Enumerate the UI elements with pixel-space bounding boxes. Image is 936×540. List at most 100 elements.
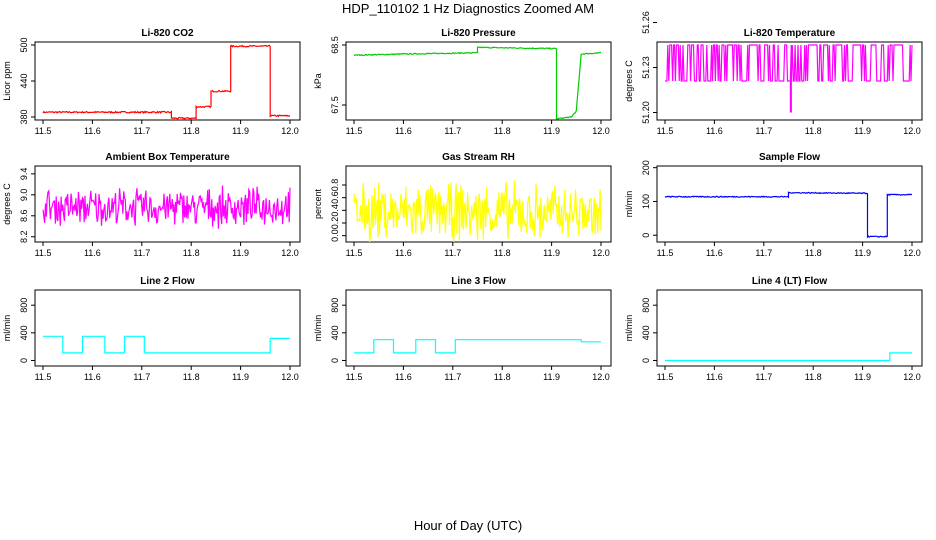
- x-tick-label: 11.8: [494, 248, 511, 258]
- x-tick-label: 11.6: [706, 248, 723, 258]
- panel-title: Line 2 Flow: [140, 276, 195, 287]
- y-tick-label: 0: [641, 358, 651, 363]
- panel-title: Li-820 CO2: [141, 28, 194, 39]
- y-tick-label: 0.2: [330, 217, 340, 230]
- y-axis-label: degrees C: [624, 60, 634, 102]
- panel-title: Ambient Box Temperature: [105, 152, 230, 163]
- y-tick-label: 800: [641, 298, 651, 313]
- y-tick-label: 9.0: [19, 189, 29, 202]
- x-tick-label: 12.0: [903, 372, 921, 382]
- y-tick-label: 51.20: [641, 101, 651, 124]
- x-tick-label: 11.5: [657, 126, 674, 136]
- x-tick-label: 11.9: [854, 126, 871, 136]
- plot-frame: [345, 41, 612, 121]
- x-tick-label: 11.6: [84, 372, 101, 382]
- x-tick-label: 11.8: [805, 126, 822, 136]
- x-tick-label: 11.7: [755, 126, 772, 136]
- y-tick-label: 68.5: [330, 36, 340, 54]
- x-tick-label: 11.6: [84, 126, 101, 136]
- x-tick-label: 11.8: [805, 248, 822, 258]
- x-tick-label: 11.6: [84, 248, 101, 258]
- plot-frame: [34, 289, 301, 367]
- plot-frame: [656, 289, 923, 367]
- panel-title: Li-820 Pressure: [441, 28, 516, 39]
- y-axis-label: kPa: [313, 73, 323, 89]
- y-tick-label: 400: [19, 325, 29, 340]
- y-tick-label: 0: [330, 358, 340, 363]
- series-line: [43, 335, 290, 354]
- x-tick-label: 11.8: [183, 248, 200, 258]
- y-tick-label: 400: [330, 325, 340, 340]
- x-tick-label: 11.5: [35, 372, 52, 382]
- x-tick-label: 11.5: [346, 248, 363, 258]
- x-tick-label: 11.9: [543, 126, 560, 136]
- x-tick-label: 11.9: [854, 372, 871, 382]
- x-tick-label: 12.0: [281, 248, 299, 258]
- x-tick-label: 11.8: [183, 372, 200, 382]
- plot-frame: [345, 165, 612, 243]
- y-tick-label: 51.26: [641, 11, 651, 34]
- x-tick-label: 11.6: [706, 126, 723, 136]
- page-title: HDP_110102 1 Hz Diagnostics Zoomed AM: [342, 1, 594, 16]
- x-tick-label: 11.7: [444, 372, 461, 382]
- panel-7: Line 2 Flow ml/min 11.5 11.6 11.7 11.8 11.9 12.…: [2, 276, 301, 382]
- y-tick-label: 380: [19, 109, 29, 124]
- x-tick-label: 11.6: [395, 372, 412, 382]
- x-tick-label: 11.6: [395, 248, 412, 258]
- x-tick-label: 12.0: [592, 248, 610, 258]
- panel-title: Line 3 Flow: [451, 276, 506, 287]
- y-tick-label: 67.5: [330, 96, 340, 114]
- x-tick-label: 11.7: [133, 248, 150, 258]
- y-tick-label: 800: [330, 298, 340, 313]
- y-tick-label: 0: [19, 358, 29, 363]
- x-tick-label: 11.9: [543, 372, 560, 382]
- series-line: [665, 44, 913, 113]
- y-tick-label: 0.8: [330, 179, 340, 192]
- y-tick-label: 51.23: [641, 56, 651, 79]
- series-line: [353, 180, 602, 243]
- y-tick-label: 0: [641, 233, 651, 238]
- x-axis-label: Hour of Day (UTC): [413, 518, 523, 533]
- x-tick-label: 12.0: [903, 248, 921, 258]
- x-tick-label: 11.8: [494, 372, 511, 382]
- x-tick-label: 11.9: [232, 248, 249, 258]
- x-tick-label: 11.7: [444, 126, 461, 136]
- x-tick-label: 12.0: [903, 126, 921, 136]
- y-axis-label: ml/min: [624, 191, 634, 218]
- x-tick-label: 11.6: [706, 372, 723, 382]
- y-tick-label: 8.6: [19, 210, 29, 223]
- y-tick-label: 8.2: [19, 231, 29, 244]
- plot-frame: [34, 165, 301, 243]
- panel-title: Sample Flow: [759, 152, 820, 163]
- y-tick-label: 400: [641, 325, 651, 340]
- x-tick-label: 12.0: [281, 126, 299, 136]
- y-axis-label: Licor ppm: [2, 61, 12, 101]
- panel-4: Ambient Box Temperature degrees C 11.5 11.6…: [2, 152, 301, 258]
- series-line: [664, 191, 913, 239]
- y-tick-label: 0.0: [330, 229, 340, 242]
- plot-frame: [34, 41, 301, 121]
- x-tick-label: 11.5: [657, 372, 674, 382]
- panel-9: Line 4 (LT) Flow ml/min 11.5 11.6 11.7 11.8 11…: [624, 276, 923, 382]
- x-tick-label: 12.0: [592, 372, 610, 382]
- series-line: [665, 352, 912, 362]
- y-tick-label: 100: [641, 194, 651, 209]
- x-tick-label: 11.9: [232, 372, 249, 382]
- panel-title: Li-820 Temperature: [744, 28, 836, 39]
- x-tick-label: 11.7: [755, 372, 772, 382]
- y-tick-label: 440: [19, 73, 29, 88]
- x-tick-label: 12.0: [281, 372, 299, 382]
- x-tick-label: 11.8: [494, 126, 511, 136]
- plot-frame: [656, 41, 923, 121]
- y-axis-label: ml/min: [2, 315, 12, 342]
- x-tick-label: 11.5: [346, 126, 363, 136]
- x-tick-label: 11.5: [346, 372, 363, 382]
- series-line: [354, 339, 601, 354]
- y-axis-label: ml/min: [313, 315, 323, 342]
- panel-5: Gas Stream RH percent 11.5 11.6 11.7 11.8 11.9…: [313, 152, 612, 258]
- x-tick-label: 11.9: [232, 126, 249, 136]
- y-axis-label: percent: [313, 188, 323, 219]
- series-line: [353, 46, 602, 120]
- panel-3: Li-820 Temperature degrees C 11.5 11.6 11.7 1…: [624, 11, 923, 136]
